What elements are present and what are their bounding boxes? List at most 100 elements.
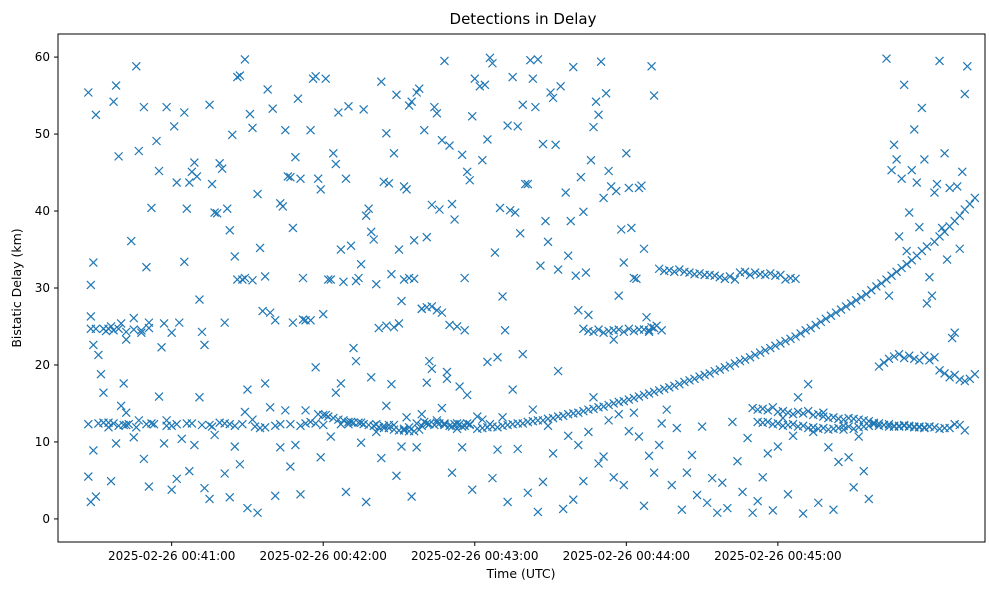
data-point — [955, 244, 965, 254]
data-point — [674, 265, 684, 274]
data-point — [121, 420, 131, 430]
data-point — [586, 155, 596, 165]
data-point — [816, 317, 826, 327]
data-point — [104, 422, 113, 432]
data-point — [460, 325, 470, 335]
data-point — [922, 298, 932, 308]
data-point — [733, 456, 742, 466]
data-point — [775, 338, 785, 348]
data-point — [490, 248, 500, 258]
data-point — [596, 57, 606, 67]
data-point — [760, 345, 770, 355]
data-point — [614, 291, 624, 301]
data-point — [945, 423, 955, 433]
data-point — [253, 189, 262, 199]
y-tick-label: 10 — [35, 435, 50, 449]
data-point — [99, 388, 108, 398]
data-point — [515, 228, 525, 238]
data-point — [553, 366, 563, 376]
data-point — [86, 280, 96, 290]
data-point — [930, 352, 939, 362]
data-point — [235, 459, 245, 469]
data-point — [498, 292, 507, 301]
data-point — [677, 505, 687, 515]
data-point — [644, 325, 654, 335]
data-point — [788, 409, 798, 419]
data-point — [624, 183, 634, 193]
data-point — [195, 392, 204, 402]
data-point — [770, 341, 780, 351]
data-point — [889, 140, 899, 150]
data-point — [328, 148, 338, 158]
data-point — [91, 324, 101, 334]
data-point — [361, 211, 371, 221]
data-point — [634, 392, 644, 401]
data-point — [442, 367, 452, 377]
data-point — [834, 457, 843, 467]
data-point — [364, 204, 374, 214]
data-point — [503, 497, 513, 507]
data-point — [748, 508, 758, 518]
data-point — [634, 432, 644, 441]
data-point — [952, 181, 962, 191]
data-point — [884, 291, 894, 301]
data-point — [341, 174, 351, 184]
data-point — [397, 296, 406, 306]
data-point — [664, 265, 674, 275]
data-point — [301, 419, 310, 428]
data-point — [162, 102, 172, 112]
data-point — [568, 495, 578, 505]
data-point — [339, 277, 348, 287]
data-point — [902, 259, 912, 269]
data-point — [695, 372, 704, 381]
data-point — [748, 403, 758, 413]
data-point — [690, 374, 699, 384]
data-point — [268, 104, 278, 114]
data-point — [692, 490, 702, 500]
data-point — [882, 275, 891, 284]
data-point — [851, 295, 861, 305]
data-point — [258, 306, 268, 316]
data-point — [248, 415, 257, 425]
data-point — [179, 108, 189, 117]
data-point — [121, 408, 131, 418]
data-point — [637, 181, 646, 191]
data-point — [594, 325, 603, 334]
data-point — [427, 200, 437, 210]
data-point — [884, 419, 894, 429]
data-point — [93, 419, 103, 428]
data-point — [758, 472, 768, 482]
data-point — [306, 315, 316, 325]
data-point — [318, 420, 328, 430]
data-point — [159, 318, 169, 328]
data-point — [798, 409, 808, 418]
data-point — [839, 425, 848, 435]
y-tick-label: 30 — [35, 281, 50, 295]
data-point — [970, 369, 980, 379]
data-point — [925, 422, 934, 431]
data-point — [172, 178, 182, 187]
data-point — [225, 492, 235, 502]
data-point — [124, 419, 134, 429]
data-point — [182, 204, 192, 214]
data-point — [533, 54, 543, 64]
data-point — [925, 355, 934, 365]
y-tick-label: 50 — [35, 127, 50, 141]
data-point — [614, 409, 624, 419]
data-point — [498, 412, 507, 422]
data-point — [513, 121, 523, 131]
data-point — [157, 342, 166, 352]
data-point — [647, 61, 657, 71]
data-point — [248, 123, 257, 133]
data-point — [561, 188, 571, 197]
data-point — [467, 111, 477, 121]
data-point — [404, 422, 414, 432]
data-point — [136, 325, 146, 335]
data-point — [541, 216, 550, 226]
data-point — [821, 314, 831, 324]
data-point — [139, 102, 149, 112]
data-point — [609, 399, 619, 408]
data-point — [472, 412, 482, 421]
data-point — [91, 110, 101, 120]
